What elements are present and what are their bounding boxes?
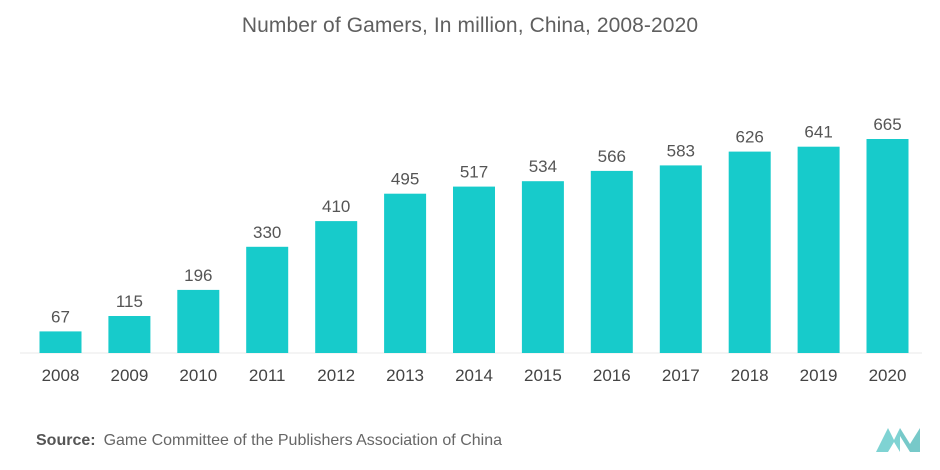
bar-2013 — [384, 193, 427, 353]
value-label-2008: 67 — [51, 307, 70, 326]
x-tick-2012: 2012 — [317, 366, 355, 385]
value-label-2009: 115 — [116, 292, 143, 311]
x-tick-2017: 2017 — [662, 366, 700, 385]
bar-2015 — [521, 181, 564, 353]
value-label-2015: 534 — [529, 157, 557, 176]
bar-2010 — [177, 289, 220, 353]
bar-2019 — [797, 146, 840, 353]
value-labels-group: 67 115 196 330 410 495 517 534 566 583 626 641 665 — [51, 115, 902, 326]
bar-2012 — [315, 221, 358, 353]
source-text: Game Committee of the Publishers Associa… — [103, 432, 502, 449]
value-label-2018: 626 — [736, 128, 764, 147]
value-label-2011: 330 — [253, 223, 281, 242]
x-tick-2015: 2015 — [524, 366, 562, 385]
bar-2016 — [590, 170, 633, 353]
bar-2011 — [246, 246, 289, 353]
bar-2009 — [108, 316, 151, 353]
x-tick-2020: 2020 — [869, 366, 907, 385]
brand-logo-icon — [876, 428, 920, 452]
bar-2017 — [659, 165, 702, 353]
value-label-2020: 665 — [873, 115, 901, 134]
x-tick-2019: 2019 — [800, 366, 838, 385]
bar-2008 — [39, 331, 82, 353]
value-label-2014: 517 — [460, 163, 488, 182]
bar-chart: 67 115 196 330 410 495 517 534 566 583 626 641 665 2… — [20, 115, 922, 385]
source-label: Source: — [36, 432, 96, 449]
x-tick-labels-group: 2008 2009 2010 2011 2012 2013 2014 2015 2016 2017… — [42, 366, 907, 385]
value-label-2016: 566 — [598, 147, 626, 166]
value-label-2017: 583 — [667, 141, 695, 160]
x-tick-2010: 2010 — [179, 366, 217, 385]
x-tick-2011: 2011 — [249, 366, 286, 385]
bar-2018 — [728, 151, 771, 353]
bar-2014 — [453, 186, 495, 353]
x-tick-2008: 2008 — [42, 366, 80, 385]
chart-title: Number of Gamers, In million, China, 200… — [241, 14, 699, 37]
value-label-2013: 495 — [391, 170, 419, 189]
value-label-2010: 196 — [184, 266, 212, 285]
x-tick-2013: 2013 — [386, 366, 424, 385]
value-label-2019: 641 — [804, 123, 832, 142]
x-tick-2014: 2014 — [455, 366, 493, 385]
bars-group — [39, 139, 909, 353]
source-note: Source: Game Committee of the Publishers … — [36, 432, 502, 450]
bar-2020 — [866, 139, 909, 353]
x-tick-2018: 2018 — [731, 366, 769, 385]
value-label-2012: 410 — [322, 197, 350, 216]
x-tick-2009: 2009 — [110, 366, 148, 385]
x-tick-2016: 2016 — [593, 366, 631, 385]
